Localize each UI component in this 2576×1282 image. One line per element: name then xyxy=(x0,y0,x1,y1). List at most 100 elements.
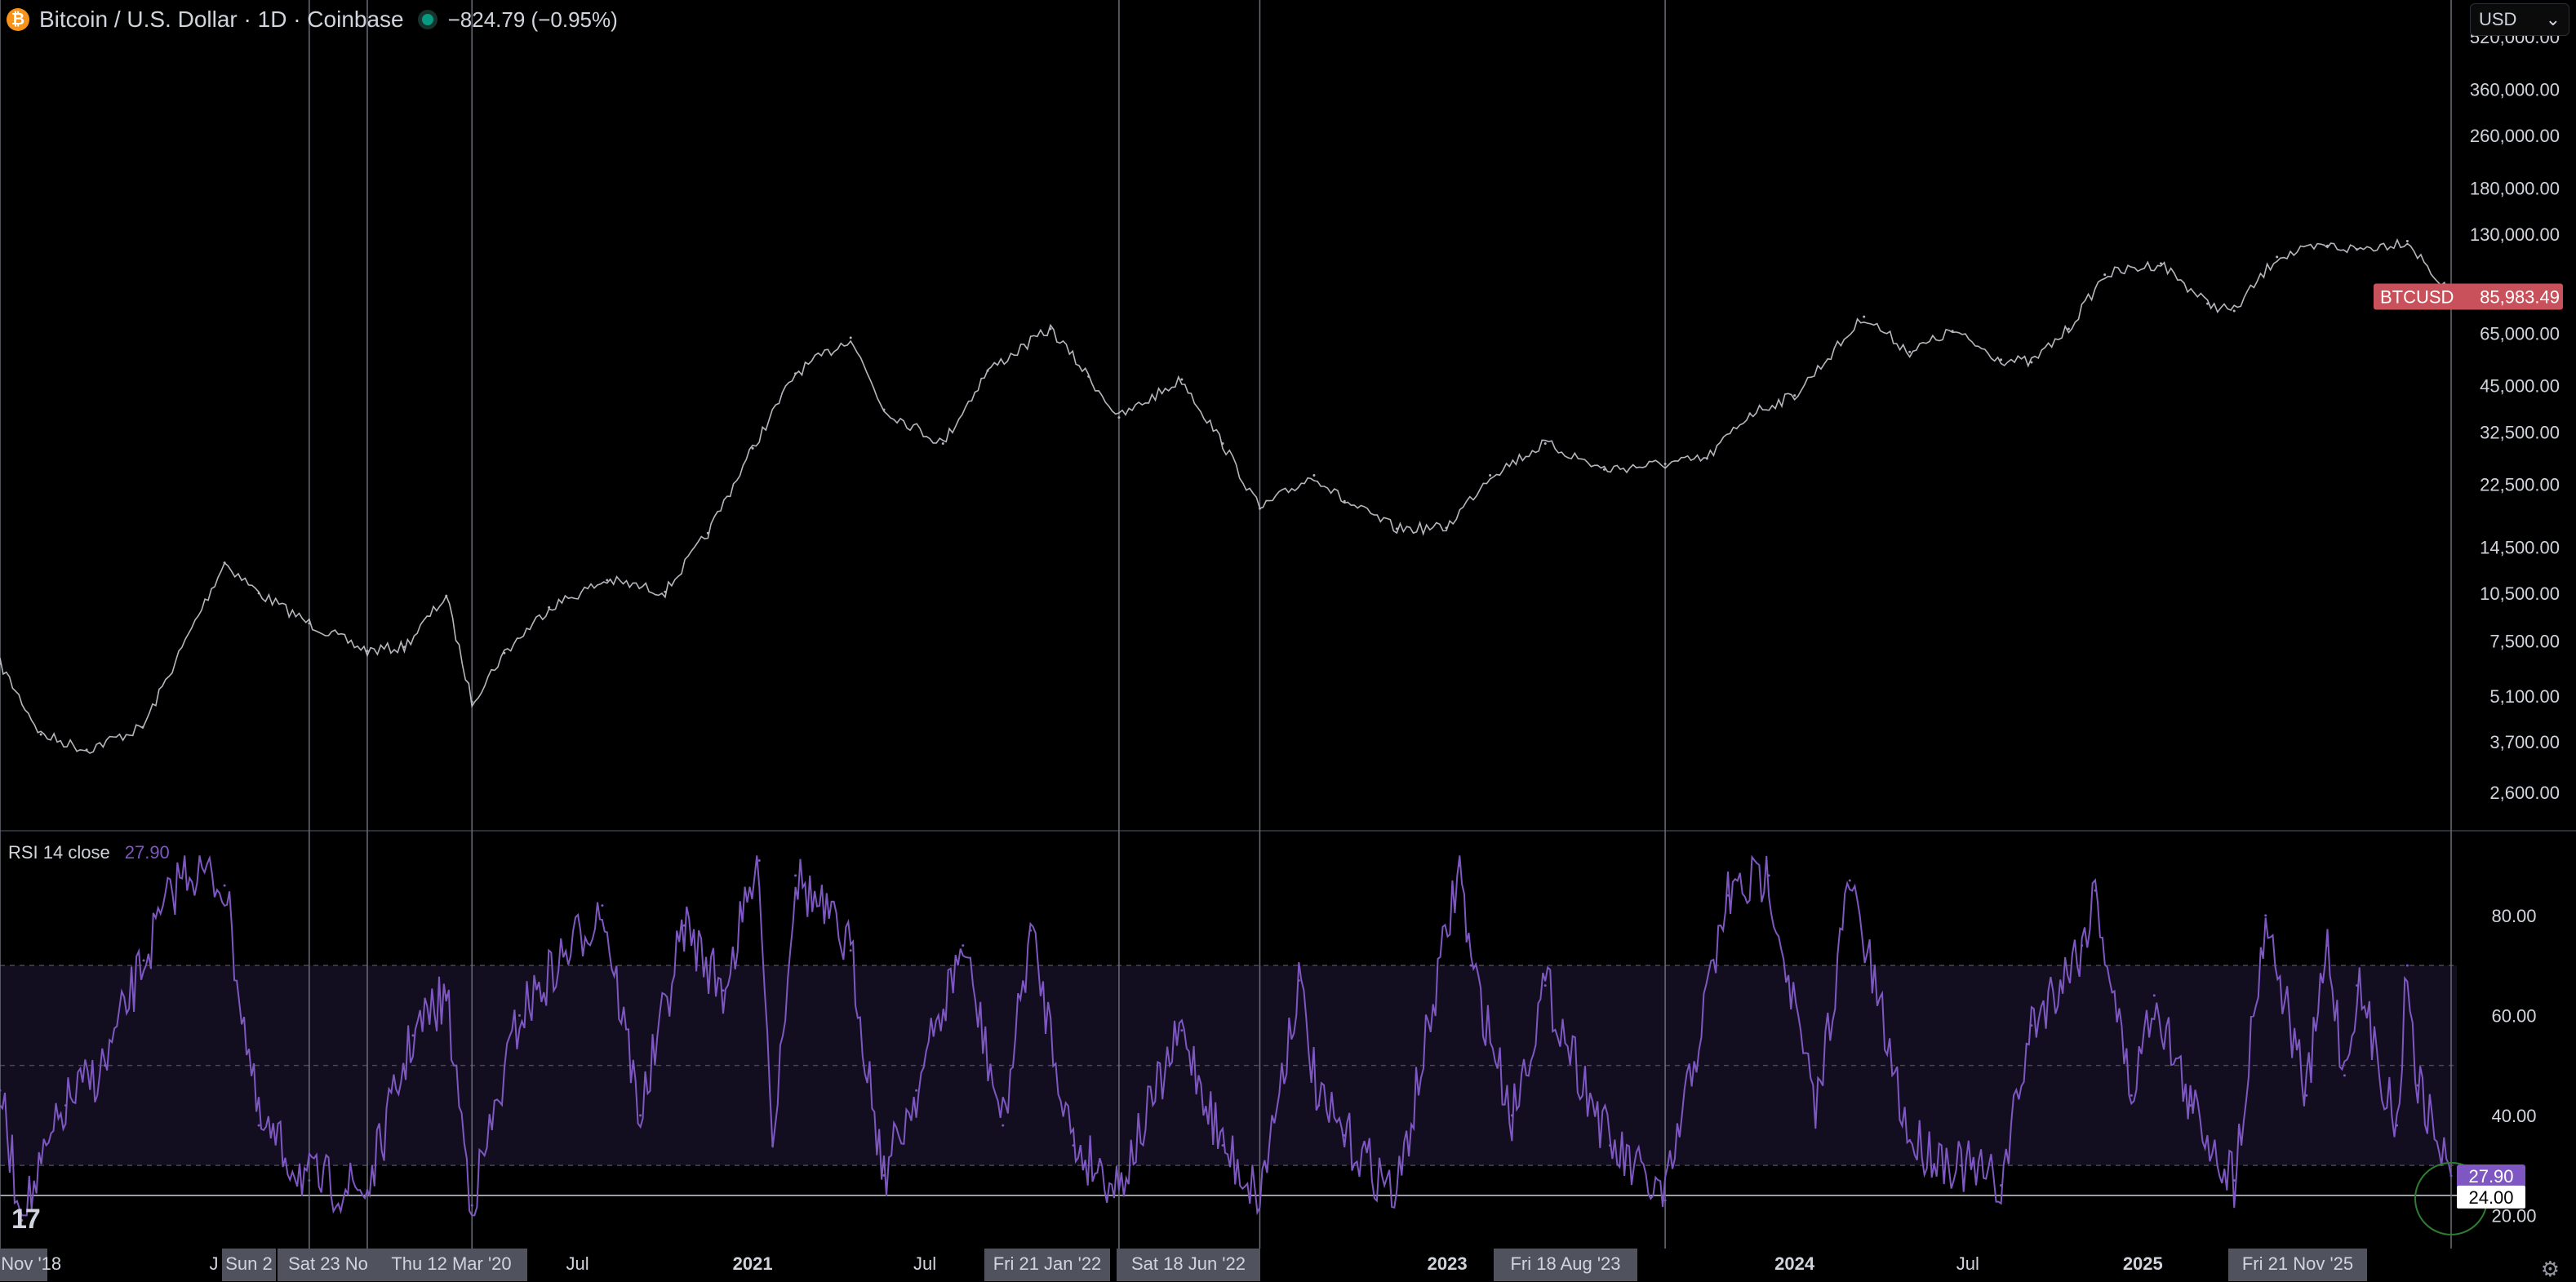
price-series-line xyxy=(0,237,2452,754)
price-change: −824.79 (−0.95%) xyxy=(447,7,618,32)
time-tick-label: 2021 xyxy=(733,1253,773,1274)
time-highlight-box xyxy=(1494,1249,1637,1281)
price-point xyxy=(2159,262,2162,265)
rsi-point xyxy=(470,1204,473,1207)
rsi-point xyxy=(2343,1074,2346,1077)
rsi-tick-label: 40.00 xyxy=(2491,1106,2536,1126)
rsi-point xyxy=(2130,1093,2133,1097)
price-point xyxy=(308,622,311,625)
rsi-point xyxy=(915,1089,918,1092)
price-point xyxy=(2103,273,2107,277)
price-point xyxy=(1705,457,1708,460)
time-highlight-box xyxy=(375,1249,527,1281)
rsi-point xyxy=(1726,894,1730,897)
rsi-point xyxy=(257,1124,260,1127)
rsi-point xyxy=(1767,874,1770,877)
rsi-point xyxy=(757,859,761,862)
rsi-legend[interactable]: RSI 14 close 27.90 xyxy=(8,842,170,863)
price-point xyxy=(445,594,448,597)
price-tick-label: 22,500.00 xyxy=(2480,475,2560,495)
rsi-point xyxy=(2232,1179,2236,1182)
rsi-point xyxy=(722,989,725,992)
rsi-point xyxy=(1608,1144,1611,1147)
price-point xyxy=(1663,462,1667,465)
rsi-point xyxy=(682,924,686,927)
rsi-point xyxy=(2416,1084,2419,1087)
tradingview-logo-icon[interactable]: 17 xyxy=(11,1204,41,1235)
price-point xyxy=(1049,327,1052,330)
time-tick-label: Jul xyxy=(566,1253,589,1274)
price-tick-label: 10,500.00 xyxy=(2480,583,2560,604)
axes: 520,000.00360,000.00260,000.00180,000.00… xyxy=(0,27,2563,1281)
rsi-point xyxy=(1814,1114,1817,1117)
price-tick-label: 360,000.00 xyxy=(2470,79,2560,100)
price-point xyxy=(85,748,88,752)
rsi-point xyxy=(1029,929,1033,932)
currency-label: USD xyxy=(2479,9,2517,29)
price-point xyxy=(2000,358,2003,362)
rsi-point xyxy=(308,1179,311,1182)
rsi-point xyxy=(1221,1144,1224,1147)
last-price-value: 85,983.49 xyxy=(2480,287,2560,308)
marker-lines xyxy=(0,0,2452,1249)
rsi-value: 27.90 xyxy=(124,842,170,863)
price-point xyxy=(1602,468,1606,471)
rsi-point xyxy=(2449,1174,2453,1178)
market-status-icon xyxy=(421,14,433,25)
price-point xyxy=(1863,315,1866,318)
price-point xyxy=(257,592,260,595)
price-point xyxy=(402,645,406,649)
price-point xyxy=(1117,416,1121,419)
rsi-point xyxy=(366,1189,369,1192)
time-highlight-label: Fri 21 Jan '22 xyxy=(993,1253,1102,1274)
time-highlight-box xyxy=(2228,1249,2367,1281)
chevron-down-icon: ⌄ xyxy=(2545,9,2560,29)
rsi-point xyxy=(601,904,604,907)
price-point xyxy=(0,662,2,665)
price-point xyxy=(1543,441,1547,445)
rsi-point xyxy=(1960,1164,1963,1167)
time-highlight-box xyxy=(1117,1249,1260,1281)
rsi-point xyxy=(849,949,852,952)
rsi-point xyxy=(1510,1114,1513,1117)
price-point xyxy=(503,651,506,654)
time-highlight-box xyxy=(0,1249,47,1281)
price-point xyxy=(2030,361,2033,364)
gear-icon[interactable]: ⚙ xyxy=(2540,1257,2560,1281)
price-tick-label: 260,000.00 xyxy=(2470,126,2560,146)
rsi-point xyxy=(411,1034,415,1037)
rsi-point xyxy=(2000,1184,2003,1187)
symbol-title[interactable]: Bitcoin / U.S. Dollar · 1D · Coinbase xyxy=(39,7,404,32)
price-point xyxy=(2325,244,2329,247)
price-point xyxy=(2276,255,2279,259)
rsi-tick-label: 60.00 xyxy=(2491,1005,2536,1026)
time-highlight-box xyxy=(984,1249,1110,1281)
time-tick-label: Jul xyxy=(913,1253,936,1274)
price-tick-label: 130,000.00 xyxy=(2470,224,2560,245)
currency-selector[interactable]: USD ⌄ xyxy=(2470,3,2569,36)
rsi-point xyxy=(1258,1194,1261,1197)
price-point xyxy=(849,336,852,339)
time-highlight-label: Sat 23 No xyxy=(288,1253,368,1274)
price-point xyxy=(941,441,944,445)
price-tick-label: 7,500.00 xyxy=(2489,632,2560,652)
rsi-point xyxy=(1663,1199,1667,1202)
rsi-point xyxy=(1469,964,1472,967)
rsi-point xyxy=(2152,994,2156,997)
price-point xyxy=(548,606,551,609)
time-tick-label: J xyxy=(210,1253,219,1274)
time-highlight-label: 2 Nov '18 xyxy=(0,1253,61,1274)
rsi-point xyxy=(2264,914,2267,917)
rsi-point xyxy=(1543,984,1547,987)
time-highlight-label: Sat 18 Jun '22 xyxy=(1131,1253,1246,1274)
time-highlight-label: Sun 2 xyxy=(225,1253,273,1274)
price-point xyxy=(986,369,989,372)
rsi-point xyxy=(2396,1124,2399,1127)
rsi-point xyxy=(2405,964,2409,967)
price-point xyxy=(1258,507,1261,510)
price-point xyxy=(470,700,473,703)
price-point xyxy=(1180,378,1184,381)
price-point xyxy=(2405,239,2409,242)
rsi-title: RSI 14 close xyxy=(8,842,110,863)
